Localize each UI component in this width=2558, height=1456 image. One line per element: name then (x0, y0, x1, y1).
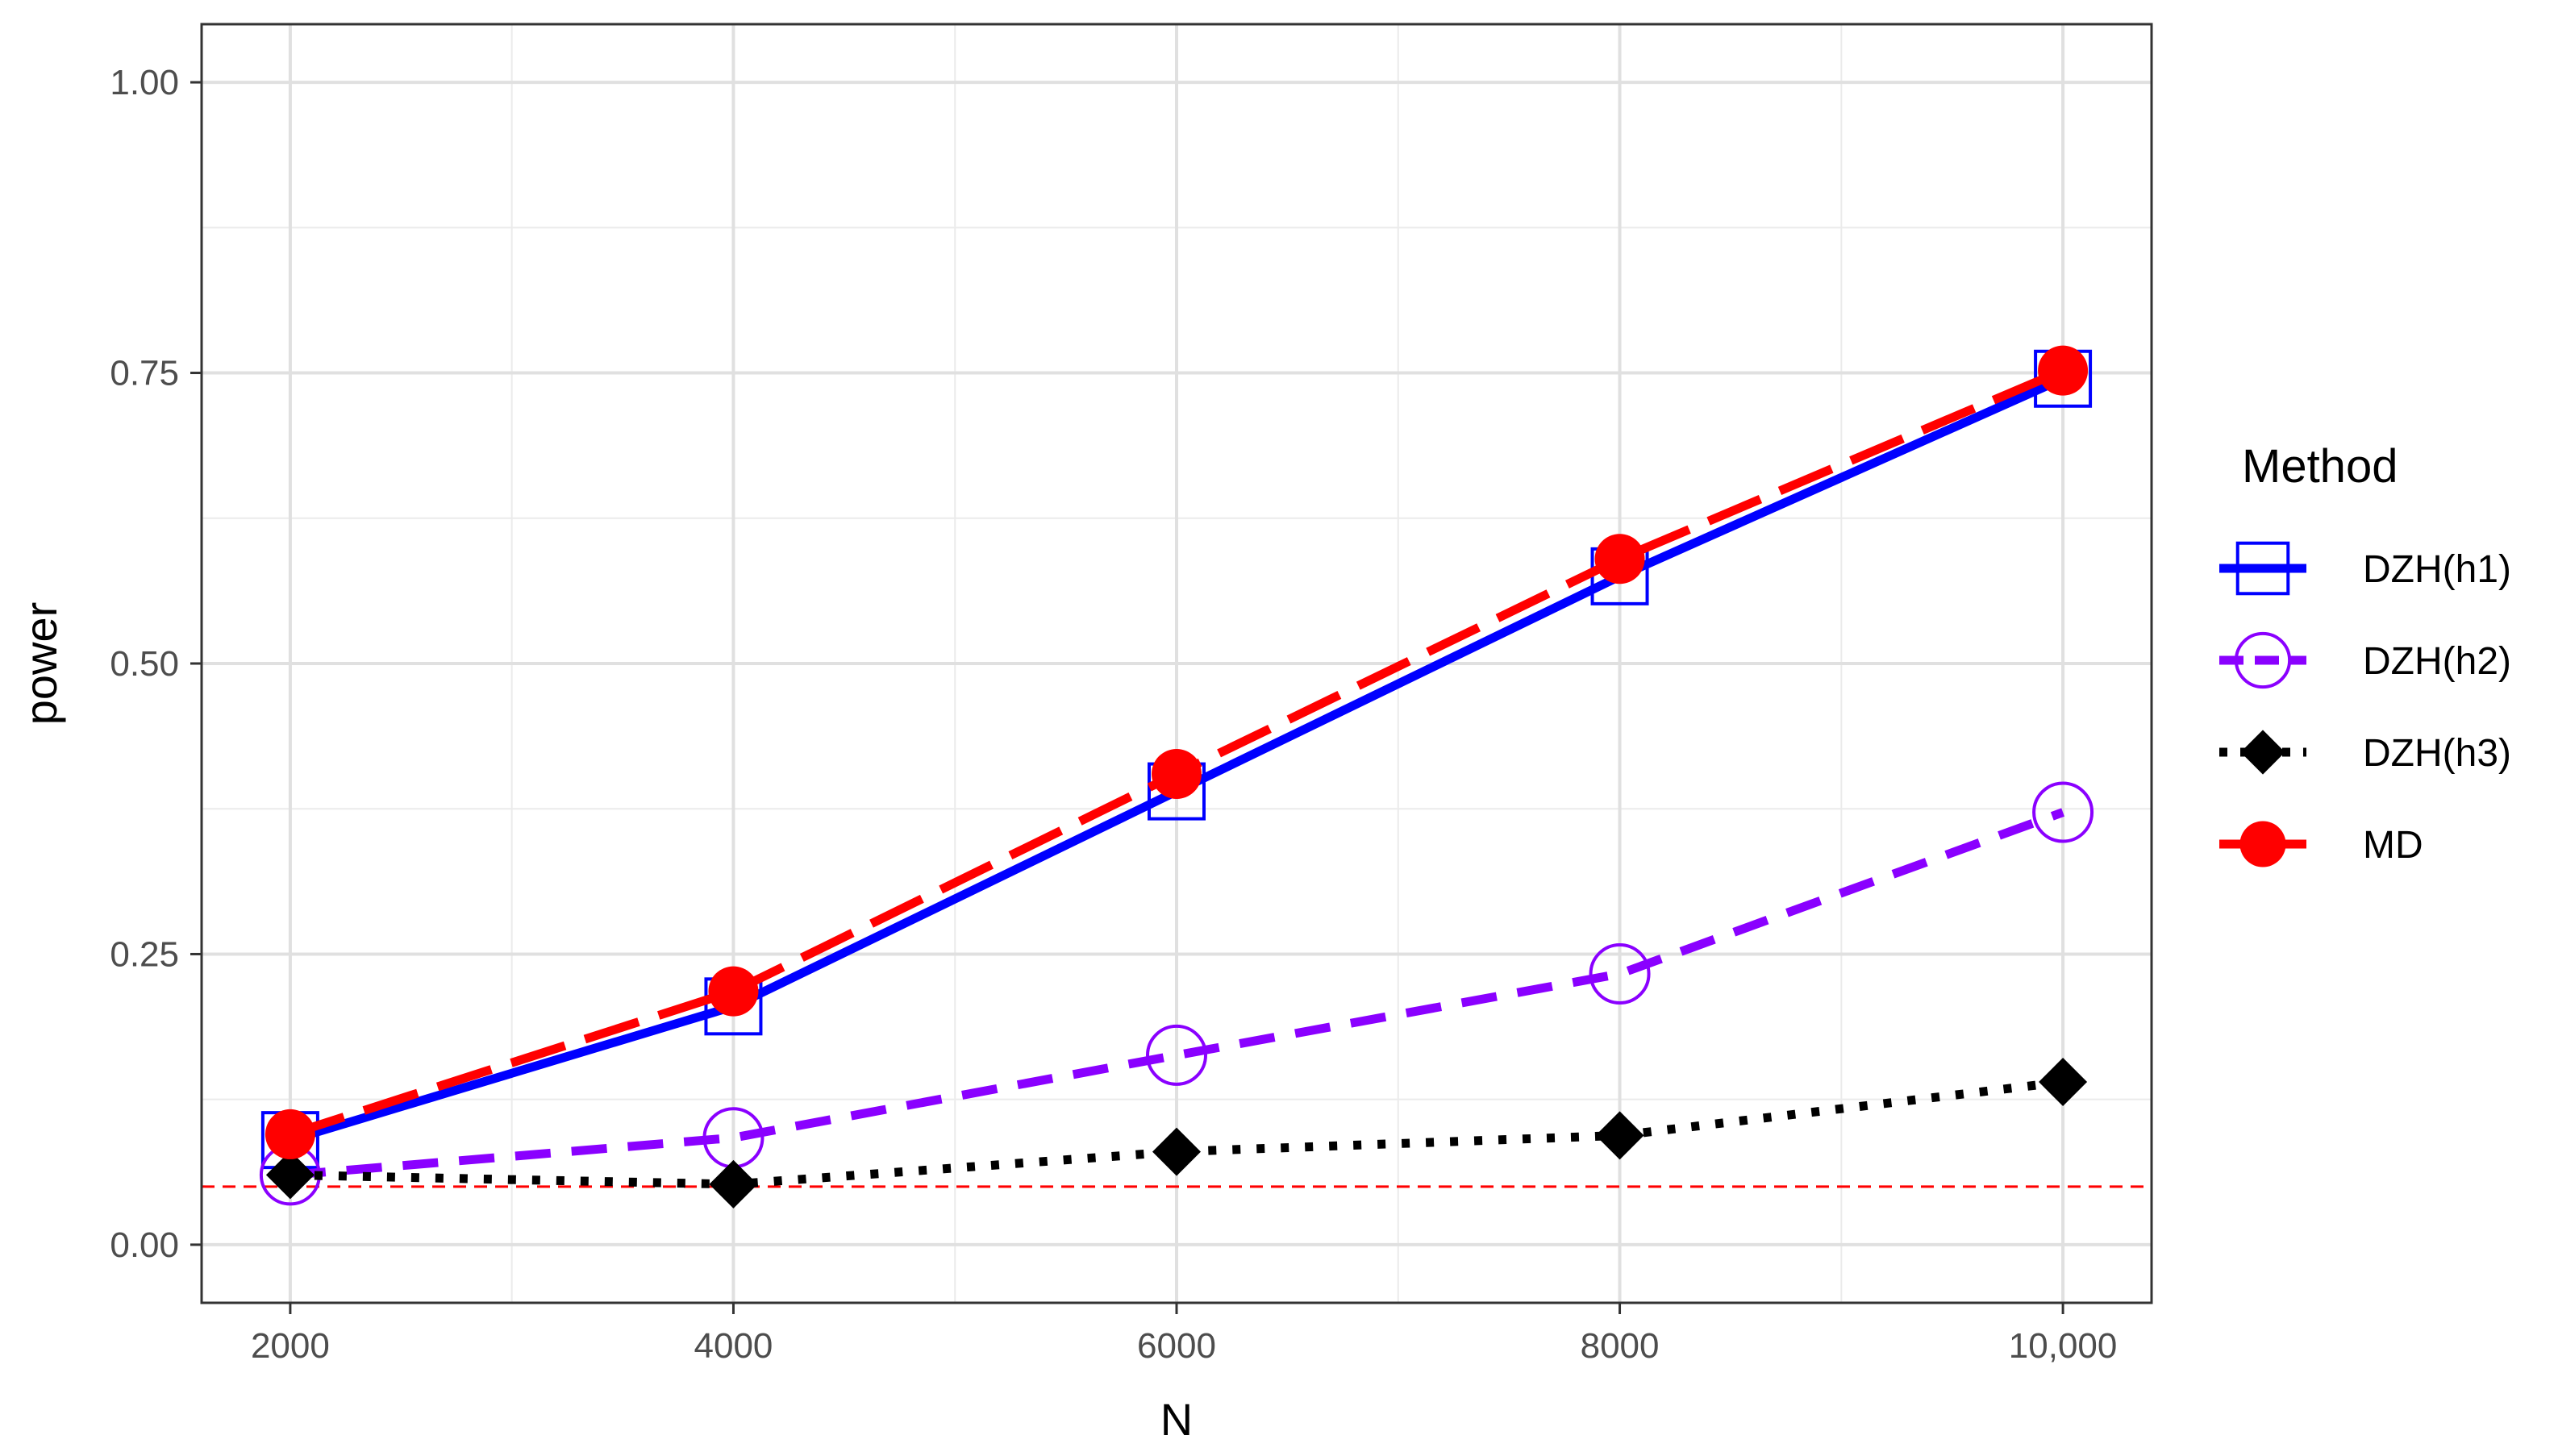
legend: Method DZH(h1) DZH(h2) DZH(h3) MD (2219, 440, 2511, 867)
series-layer (259, 345, 2094, 1208)
x-tick-label: 6000 (1137, 1326, 1216, 1366)
y-tick-label: 0.75 (110, 354, 179, 393)
series-md (265, 345, 2089, 1159)
y-tick-label: 0.00 (110, 1225, 179, 1265)
x-axis-title: N (1160, 1394, 1193, 1445)
legend-label: DZH(h2) (2363, 640, 2511, 683)
filled-circle-marker (2239, 821, 2286, 867)
open-circle-marker (2032, 781, 2094, 843)
filled-circle-marker (708, 966, 759, 1017)
diamond-marker (265, 1150, 315, 1200)
diamond-marker (2240, 730, 2285, 775)
x-tick-label: 2000 (251, 1326, 330, 1366)
legend-label: DZH(h3) (2363, 732, 2511, 775)
x-tick-label: 8000 (1581, 1326, 1660, 1366)
y-tick-label: 0.50 (110, 644, 179, 684)
y-tick-label: 1.00 (110, 63, 179, 102)
x-tick-label: 4000 (694, 1326, 773, 1366)
legend-item: DZH(h2) (2219, 631, 2511, 689)
legend-item: DZH(h1) (2219, 541, 2511, 596)
filled-circle-marker (2038, 345, 2089, 396)
open-square-marker (2235, 541, 2290, 596)
series-dzh-h3- (265, 1058, 2088, 1208)
legend-label: DZH(h1) (2363, 548, 2511, 591)
filled-circle-marker (1594, 534, 1645, 584)
legend-item: MD (2219, 821, 2423, 867)
x-tick-label: 10,000 (2009, 1326, 2118, 1366)
legend-title: Method (2242, 440, 2398, 493)
legend-label: MD (2363, 824, 2423, 867)
filled-circle-marker (1152, 748, 1202, 799)
open-circle-marker (2234, 631, 2292, 689)
filled-circle-marker (265, 1109, 315, 1159)
open-circle-marker (1589, 942, 1651, 1005)
y-axis-title: power (15, 602, 66, 726)
y-tick-label: 0.25 (110, 934, 179, 974)
diamond-marker (1152, 1127, 1201, 1176)
open-circle-marker (1146, 1024, 1207, 1086)
legend-item: DZH(h3) (2219, 730, 2511, 775)
axes: 2000 4000 6000 8000 10,000 0.00 0.25 0.50 0.75 1.… (110, 63, 2117, 1366)
diamond-marker (1595, 1111, 1644, 1160)
diamond-marker (2039, 1058, 2088, 1107)
series-line (290, 1077, 2064, 1189)
series-line (290, 808, 2064, 1179)
diamond-marker (709, 1159, 758, 1208)
